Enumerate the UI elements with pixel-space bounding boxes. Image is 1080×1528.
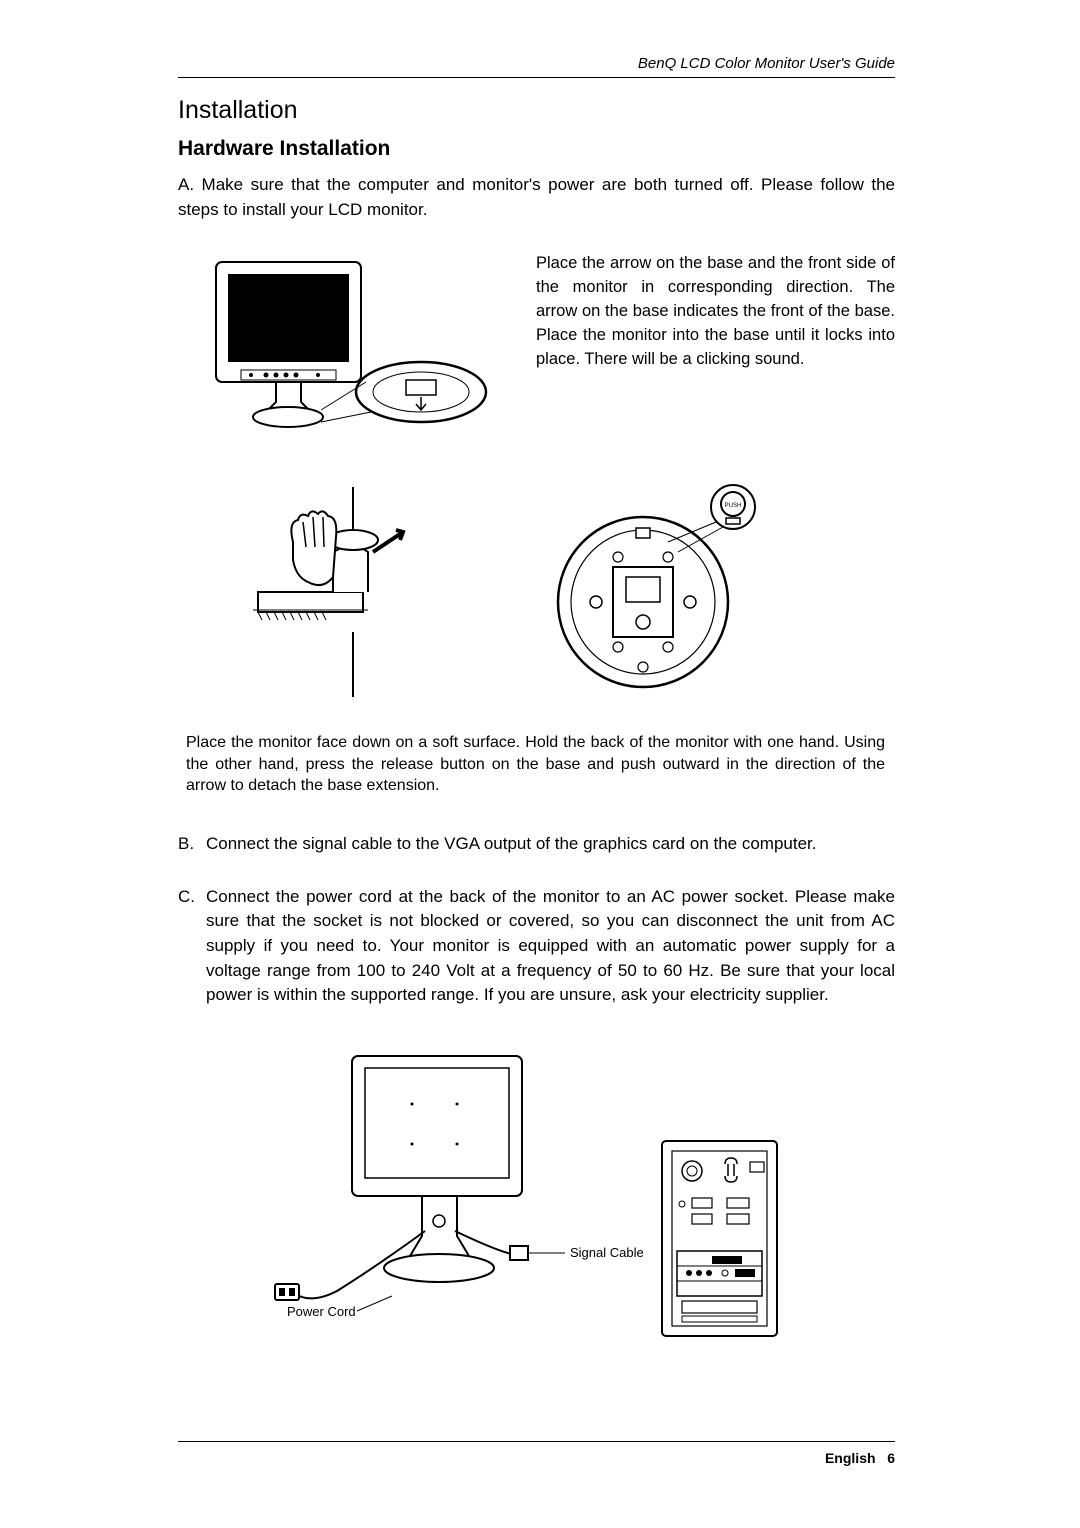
figure-connections: Signal Cable Power Cord [257,1036,817,1361]
step-c-label: C. [178,885,206,1008]
figure-monitor-into-base [206,252,496,457]
page-header: BenQ LCD Color Monitor User's Guide [178,55,895,78]
step-b-text: Connect the signal cable to the VGA outp… [206,832,895,857]
subsection-title: Hardware Installation [178,137,895,161]
signal-cable-label: Signal Cable [570,1245,644,1260]
figure-base-bottom: PUSH [518,482,778,697]
figure-detach-row: PUSH [238,482,895,707]
step-b: B. Connect the signal cable to the VGA o… [178,832,895,857]
detach-caption: Place the monitor face down on a soft su… [186,732,885,797]
power-cord-label: Power Cord [287,1304,356,1319]
page-footer: English 6 [178,1441,895,1468]
section-title: Installation [178,96,895,125]
step-a-intro: A. Make sure that the computer and monit… [178,173,895,222]
step-c: C. Connect the power cord at the back of… [178,885,895,1008]
figure-hand-press [238,482,438,707]
step-a-caption: Place the arrow on the base and the fron… [536,252,895,457]
step-b-label: B. [178,832,206,857]
footer-page-number: 6 [887,1450,895,1466]
step-c-text: Connect the power cord at the back of th… [206,885,895,1008]
push-label: PUSH [725,503,742,509]
figure-attach-base-row: Place the arrow on the base and the fron… [206,252,895,457]
running-title: BenQ LCD Color Monitor User's Guide [638,55,895,72]
footer-language: English [825,1450,876,1466]
